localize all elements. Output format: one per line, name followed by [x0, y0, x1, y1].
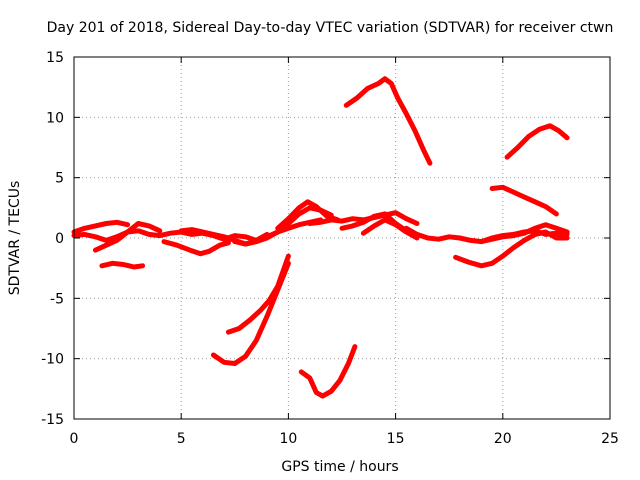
axis-ticks: 0 5 10 15 20 25 -15 -10 -5 0 5 10 15	[41, 50, 619, 447]
series-track-5	[161, 239, 231, 257]
series-track-17	[343, 76, 433, 166]
x-tick-label: 25	[601, 431, 619, 447]
y-axis-label: SDTVAR / TECUs	[7, 181, 23, 296]
series-track-8	[275, 199, 341, 231]
x-tick-label: 10	[279, 431, 297, 447]
x-tick-label: 20	[494, 431, 512, 447]
series-track-1	[71, 228, 270, 243]
series-track-13	[453, 229, 570, 269]
series-track-20	[298, 344, 358, 399]
chart-title: Day 201 of 2018, Sidereal Day-to-day VTE…	[47, 20, 614, 36]
series-track-14	[478, 222, 570, 245]
y-tick-label: 5	[55, 171, 64, 187]
series-track-3	[92, 221, 163, 253]
y-tick-label: 10	[46, 110, 64, 126]
y-tick-label: -5	[50, 291, 64, 307]
series-track-15	[489, 184, 559, 217]
series-track-19	[225, 253, 291, 335]
series-track-18	[210, 260, 291, 366]
y-tick-label: 0	[55, 231, 64, 247]
data-series	[71, 76, 570, 399]
series-track-16	[504, 123, 570, 160]
y-tick-label: -10	[41, 352, 64, 368]
series-track-11	[360, 217, 420, 241]
series-track-4	[99, 260, 146, 270]
x-tick-label: 5	[177, 431, 186, 447]
series-track-2	[71, 219, 131, 235]
series-track-7	[232, 205, 334, 247]
x-axis-label: GPS time / hours	[281, 459, 398, 475]
y-tick-label: 15	[46, 50, 64, 66]
x-tick-label: 0	[70, 431, 79, 447]
y-tick-label: -15	[41, 412, 64, 428]
x-tick-label: 15	[387, 431, 405, 447]
